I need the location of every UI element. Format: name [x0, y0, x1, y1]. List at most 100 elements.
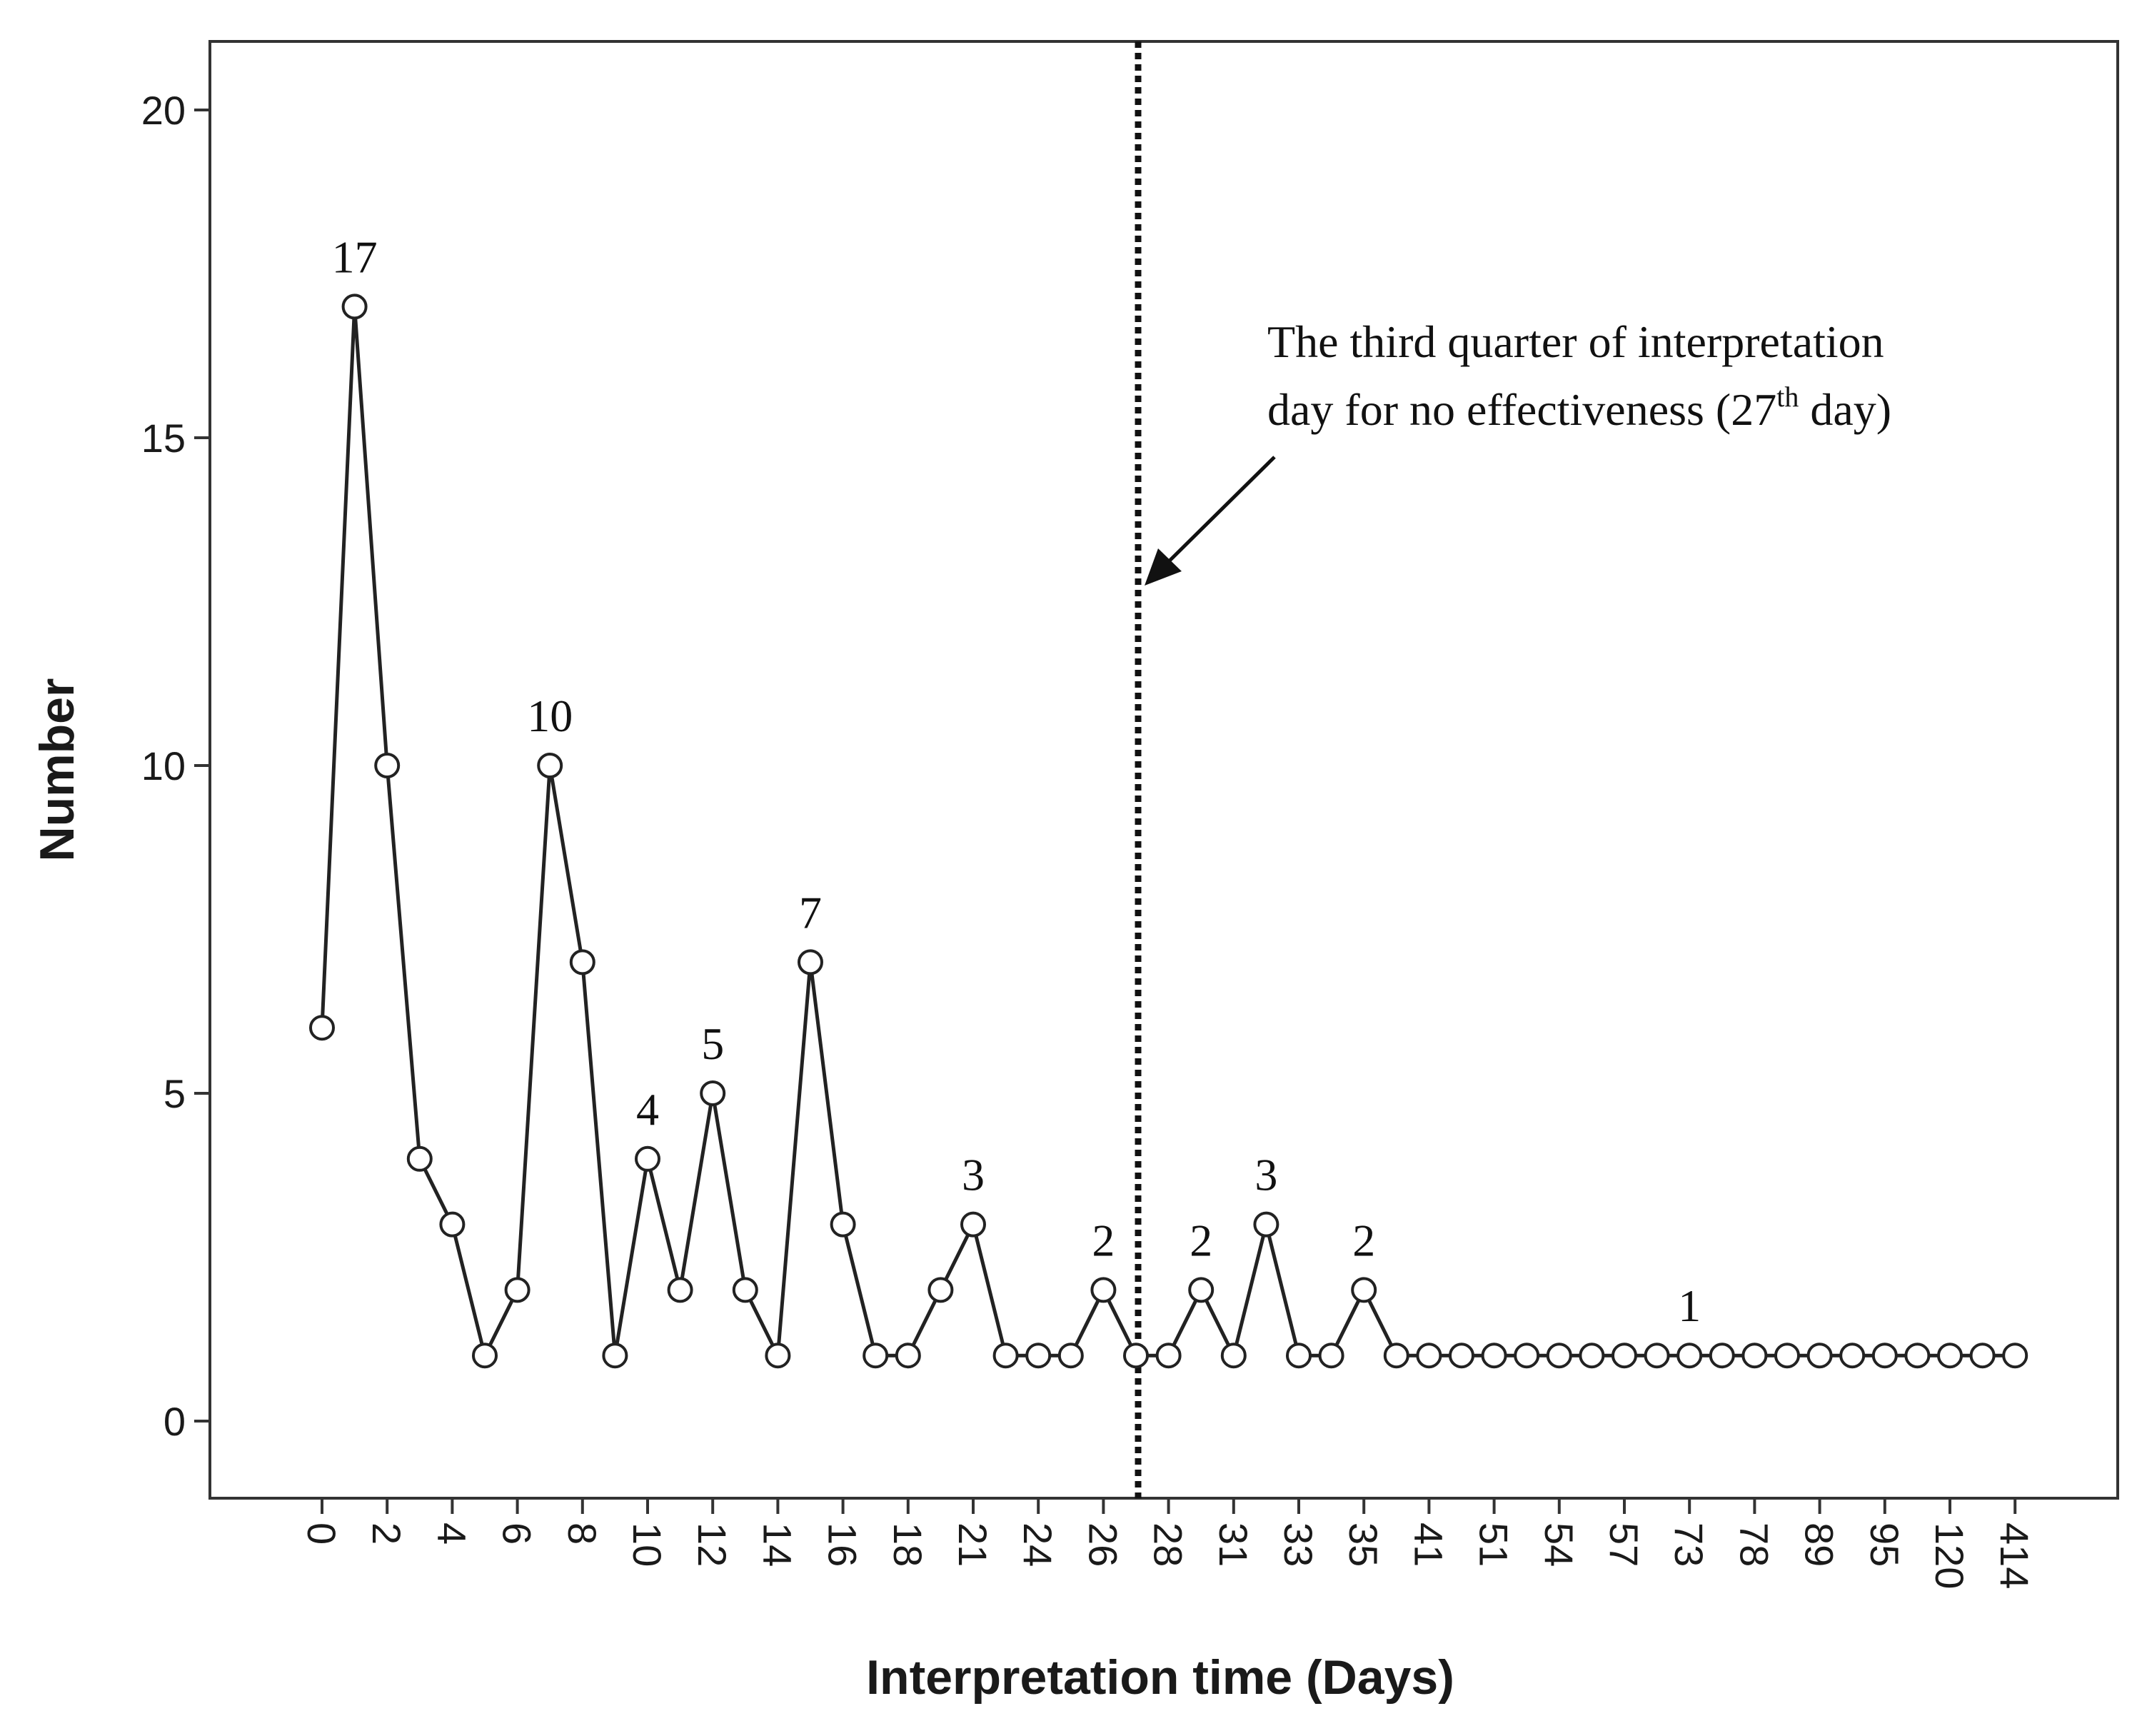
x-tick-label: 35	[1341, 1522, 1386, 1567]
annotation-arrow-shaft	[1157, 456, 1276, 573]
data-point	[1774, 1343, 1800, 1369]
data-point	[667, 1277, 693, 1303]
data-point	[1546, 1343, 1572, 1369]
data-point	[1871, 1343, 1898, 1369]
data-point	[1449, 1343, 1474, 1369]
data-label: 4	[636, 1084, 659, 1135]
data-point	[537, 753, 563, 778]
data-point	[2002, 1343, 2028, 1369]
data-point	[1057, 1343, 1084, 1369]
x-tick-label: 41	[1406, 1522, 1451, 1567]
x-tick-label: 16	[820, 1522, 865, 1567]
data-label: 7	[799, 887, 822, 938]
data-label: 3	[962, 1150, 985, 1200]
data-point	[1155, 1343, 1182, 1369]
x-tick-label: 120	[1927, 1522, 1972, 1589]
series-markers	[309, 293, 2028, 1369]
data-point	[406, 1145, 433, 1172]
annotation: The third quarter of interpretation day …	[1145, 316, 1891, 586]
y-tick-label: 5	[164, 1071, 186, 1116]
x-tick-label: 89	[1797, 1522, 1842, 1567]
data-point	[830, 1211, 856, 1238]
data-point	[1969, 1343, 1996, 1369]
x-tick-label: 14	[755, 1522, 800, 1567]
data-point	[1383, 1343, 1409, 1369]
data-point	[309, 1015, 335, 1041]
data-point	[472, 1343, 498, 1369]
data-label: 5	[701, 1018, 724, 1069]
x-tick-label: 0	[299, 1522, 344, 1545]
y-tick-label: 10	[141, 743, 186, 788]
y-tick-label: 20	[141, 88, 186, 133]
data-point	[1709, 1343, 1735, 1369]
data-point	[1318, 1343, 1344, 1369]
y-tick-label: 0	[164, 1399, 186, 1444]
data-point	[1514, 1343, 1540, 1369]
plot-frame	[208, 40, 2119, 1500]
data-label: 2	[1190, 1215, 1212, 1265]
data-point	[1025, 1343, 1052, 1369]
annotation-line-2: day for no effectiveness (27th day)	[1267, 381, 1891, 435]
x-tick-label: 26	[1080, 1522, 1125, 1567]
data-point	[1579, 1343, 1605, 1369]
x-tick-label: 6	[495, 1522, 540, 1545]
annotation-line-2-end: day)	[1799, 384, 1891, 435]
y-axis: 0 5 10 15 20	[141, 88, 210, 1444]
data-point	[374, 753, 401, 778]
data-point	[992, 1343, 1019, 1369]
data-point	[700, 1080, 726, 1106]
data-point	[1611, 1343, 1637, 1369]
data-label: 2	[1352, 1215, 1375, 1265]
data-point	[341, 293, 368, 320]
data-point	[1090, 1277, 1117, 1303]
data-point	[1839, 1343, 1866, 1369]
data-point	[732, 1277, 758, 1303]
data-point	[1253, 1211, 1279, 1238]
x-tick-label: 54	[1537, 1522, 1582, 1567]
data-point	[1351, 1277, 1377, 1303]
x-tick-label: 51	[1472, 1522, 1517, 1567]
data-point	[569, 949, 595, 975]
data-point	[635, 1145, 660, 1172]
x-tick-label: 10	[625, 1522, 670, 1567]
data-label: 2	[1092, 1215, 1115, 1265]
data-label: 17	[332, 231, 378, 282]
data-point	[1937, 1343, 1963, 1369]
x-tick-label: 24	[1015, 1522, 1060, 1567]
x-tick-label: 2	[364, 1522, 409, 1545]
data-point	[1188, 1277, 1215, 1303]
data-label: 3	[1254, 1150, 1277, 1200]
data-point	[1220, 1343, 1247, 1369]
data-point	[927, 1277, 954, 1303]
data-point	[1904, 1343, 1931, 1369]
x-tick-label: 414	[1992, 1522, 2037, 1589]
x-tick-label: 78	[1731, 1522, 1776, 1567]
data-point	[1644, 1343, 1670, 1369]
x-tick-label: 4	[429, 1522, 474, 1545]
data-label: 10	[527, 691, 573, 741]
data-point	[960, 1211, 986, 1238]
data-point	[1806, 1343, 1833, 1369]
data-point	[1416, 1343, 1442, 1369]
data-point	[504, 1277, 531, 1303]
data-point	[863, 1343, 889, 1369]
x-tick-label: 57	[1602, 1522, 1646, 1567]
x-tick-label: 12	[690, 1522, 735, 1567]
x-tick-label: 18	[885, 1522, 930, 1567]
data-label: 1	[1678, 1280, 1701, 1331]
data-point	[602, 1343, 628, 1369]
data-point	[1741, 1343, 1768, 1369]
x-tick-label: 21	[950, 1522, 995, 1567]
x-tick-label: 33	[1276, 1522, 1321, 1567]
annotation-line-2-main: day for no effectiveness (27	[1267, 384, 1776, 435]
x-tick-label: 95	[1862, 1522, 1907, 1567]
x-tick-label: 8	[560, 1522, 605, 1545]
data-point	[895, 1343, 921, 1369]
y-axis-title: Number	[30, 678, 84, 862]
x-axis: 0 2 4 6 8 10 12 14 16 18 21 24 26 28 31 33 35 41 51 54 57 73 7…	[299, 1498, 2037, 1589]
data-point	[765, 1343, 791, 1369]
data-point	[1481, 1343, 1507, 1369]
y-tick-label: 15	[141, 416, 186, 461]
